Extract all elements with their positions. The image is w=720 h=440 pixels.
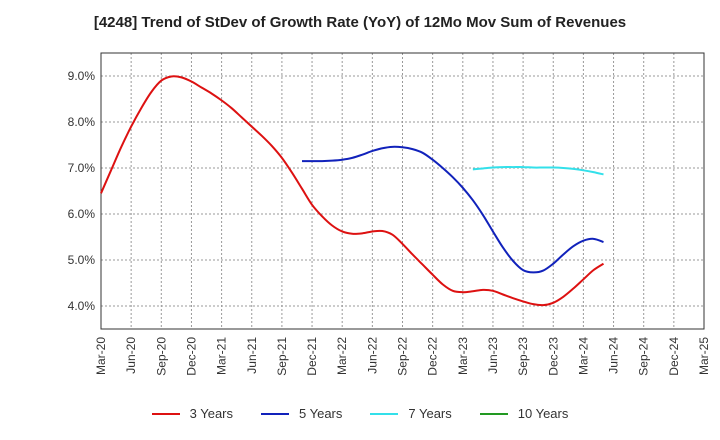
- legend-swatch: [370, 412, 399, 415]
- y-tick-label: 9.0%: [68, 69, 96, 83]
- x-tick-label: Mar-25: [697, 337, 711, 375]
- x-tick-label: Jun-22: [365, 337, 379, 374]
- x-tick-label: Dec-20: [184, 337, 198, 376]
- x-tick-label: Dec-21: [305, 337, 319, 376]
- legend-item-5-years: 5 Years: [261, 406, 342, 421]
- y-tick-label: 7.0%: [68, 161, 96, 175]
- series-lines: [100, 75, 605, 307]
- x-tick-label: Sep-24: [637, 337, 651, 376]
- x-tick-label: Jun-21: [245, 337, 259, 374]
- legend-swatch: [479, 412, 508, 415]
- x-tick-label: Sep-22: [396, 337, 410, 376]
- legend-item-7-years: 7 Years: [370, 406, 452, 421]
- chart-title: [4248] Trend of StDev of Growth Rate (Yo…: [93, 14, 627, 31]
- legend-label: 3 Years: [189, 406, 233, 421]
- x-tick-label: Mar-24: [576, 337, 590, 375]
- x-tick-label: Dec-22: [426, 337, 440, 376]
- legend-label: 7 Years: [408, 406, 452, 421]
- y-axis: 4.0% 5.0% 6.0% 7.0% 8.0% 9.0%: [68, 69, 96, 313]
- x-axis: Mar-20 Jun-20 Sep-20 Dec-20 Mar-21 Jun-21 Sep-…: [94, 337, 711, 376]
- x-tick-label: Sep-20: [154, 337, 168, 376]
- x-tick-label: Sep-21: [275, 337, 289, 376]
- series-line-5-years: [302, 145, 604, 274]
- series-line-3-years: [100, 75, 605, 307]
- x-tick-label: Jun-20: [124, 337, 138, 374]
- x-tick-label: Mar-21: [215, 337, 229, 375]
- y-tick-label: 4.0%: [68, 299, 96, 313]
- legend-item-10-years: 10 Years: [479, 406, 569, 421]
- legend-swatch: [151, 412, 180, 415]
- y-tick-label: 5.0%: [68, 253, 96, 267]
- x-tick-label: Jun-23: [486, 337, 500, 374]
- x-tick-label: Dec-23: [546, 337, 560, 376]
- x-tick-label: Dec-24: [667, 337, 681, 376]
- series-line-7-years: [472, 166, 604, 176]
- grid-lines: [101, 53, 705, 329]
- y-tick-label: 6.0%: [68, 207, 96, 221]
- x-tick-label: Mar-22: [335, 337, 349, 375]
- x-tick-label: Mar-20: [94, 337, 108, 375]
- legend-item-3-years: 3 Years: [151, 406, 233, 421]
- legend-label: 5 Years: [299, 406, 343, 421]
- x-tick-label: Jun-24: [607, 337, 621, 374]
- legend-label: 10 Years: [517, 406, 569, 421]
- legend-swatch: [261, 412, 289, 415]
- y-tick-label: 8.0%: [68, 115, 96, 129]
- x-tick-label: Mar-23: [456, 337, 470, 375]
- x-tick-label: Sep-23: [516, 337, 530, 376]
- legend: 3 Years 5 Years 7 Years 10 Years: [0, 406, 720, 421]
